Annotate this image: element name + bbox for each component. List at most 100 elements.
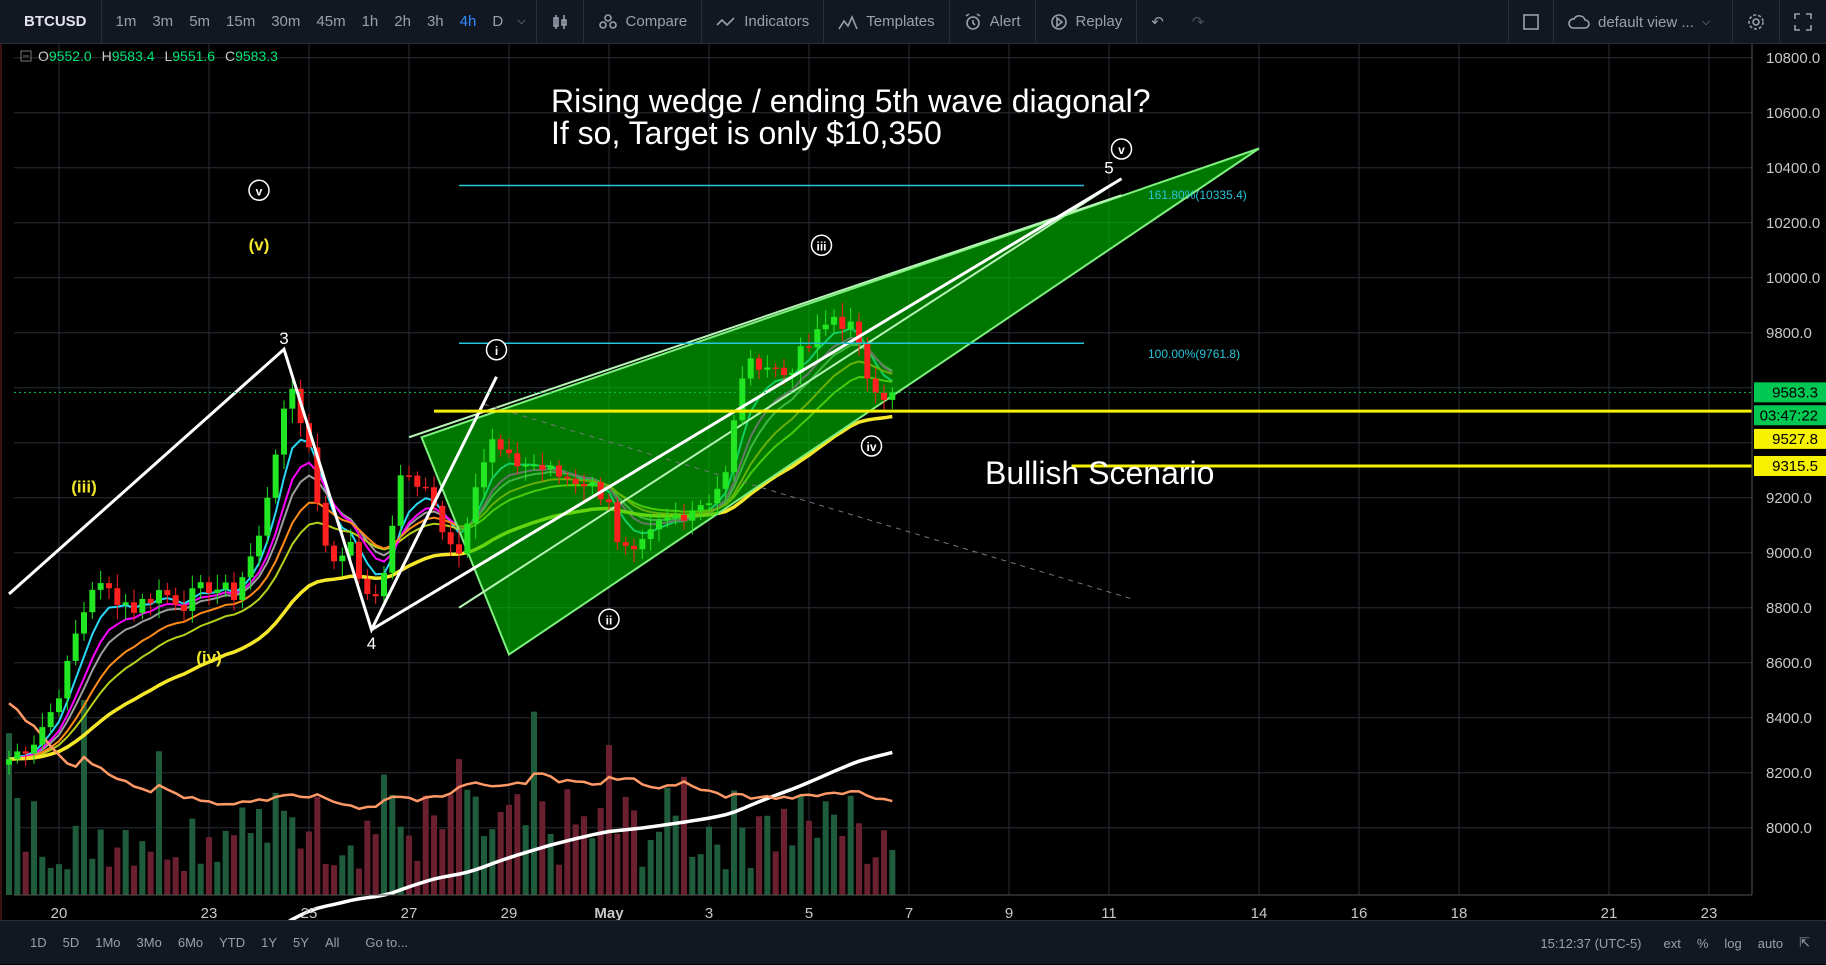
dashed-trendline	[483, 403, 1135, 600]
timeframe-4h[interactable]: 4h	[459, 13, 477, 30]
indicators-button[interactable]: Indicators	[701, 0, 823, 44]
candle-body	[114, 588, 121, 605]
chevron-down-icon[interactable]: ⌵	[517, 15, 526, 27]
range-1Y[interactable]: 1Y	[261, 935, 278, 950]
volume-bar	[89, 858, 96, 895]
open-value: 9552.0	[49, 48, 92, 64]
wave-label: (iii)	[71, 477, 97, 496]
timeframe-3h[interactable]: 3h	[426, 13, 444, 30]
candle-body	[422, 486, 429, 489]
redo-button[interactable]: ↷	[1178, 0, 1219, 44]
volume-bar	[331, 865, 337, 895]
wave-label: 5	[1104, 158, 1113, 177]
candle-body	[456, 544, 462, 554]
range-1Mo[interactable]: 1Mo	[95, 935, 121, 950]
candle-body	[797, 346, 804, 373]
compare-button[interactable]: Compare	[582, 0, 702, 44]
goto-button[interactable]: Go to...	[365, 935, 409, 950]
volume-bar	[456, 759, 462, 895]
timeframe-1m[interactable]: 1m	[115, 13, 137, 30]
percent-button[interactable]: %	[1696, 935, 1709, 951]
replay-button[interactable]: Replay	[1034, 0, 1137, 44]
expand-icon[interactable]: ⇱	[1799, 935, 1810, 950]
volume-bar	[372, 834, 379, 895]
timeframe-45m[interactable]: 45m	[316, 13, 346, 30]
candle-body	[347, 541, 354, 556]
volume-bar	[189, 818, 196, 895]
drawing-overlays	[8, 177, 1752, 634]
volume-bar	[122, 829, 129, 895]
maximize-button[interactable]	[1779, 0, 1826, 44]
close-key: C	[225, 48, 235, 64]
templates-button[interactable]: Templates	[823, 0, 948, 44]
volume-bar	[431, 815, 437, 895]
candle-body	[406, 475, 412, 477]
volume-bar	[31, 801, 37, 895]
candle-body	[106, 583, 112, 589]
x-tick-1: 23	[201, 905, 218, 920]
volume-bar	[664, 787, 671, 895]
volume-bar	[556, 864, 562, 895]
timeframe-3m[interactable]: 3m	[152, 13, 174, 30]
volume-bar	[164, 859, 171, 895]
volume-bar	[689, 856, 696, 895]
range-1D[interactable]: 1D	[30, 935, 47, 950]
alert-button[interactable]: Alert	[948, 0, 1035, 44]
low-key: L	[164, 48, 172, 64]
volume-bar	[647, 840, 654, 895]
settings-button[interactable]	[1732, 0, 1779, 44]
range-YTD[interactable]: YTD	[219, 935, 246, 950]
timeframe-15m[interactable]: 15m	[226, 13, 256, 30]
indicators-icon	[716, 16, 735, 26]
range-All[interactable]: All	[324, 935, 340, 950]
volume-ma-line	[8, 702, 893, 811]
volume-bar	[781, 808, 787, 895]
candle-body	[839, 316, 846, 329]
ext-button[interactable]: ext	[1663, 935, 1681, 951]
layout-menu[interactable]: default view ... ⌵	[1553, 0, 1732, 44]
volume-bar	[356, 868, 362, 895]
chart-style-button[interactable]	[535, 0, 583, 44]
volume-bar	[147, 851, 154, 895]
price-tag-label: 9315.5	[1772, 458, 1818, 475]
volume-bar	[272, 792, 279, 895]
wave-label: (iv)	[196, 648, 222, 667]
undo-button[interactable]: ↶	[1136, 0, 1178, 44]
candle-body	[739, 378, 746, 421]
symbol-search[interactable]: BTCUSD	[0, 0, 102, 44]
timeframe-30m[interactable]: 30m	[271, 13, 301, 30]
timeframe-2h[interactable]: 2h	[394, 13, 411, 30]
volume-bar	[181, 870, 187, 895]
timeframe-1h[interactable]: 1h	[361, 13, 379, 30]
range-5D[interactable]: 5D	[62, 935, 80, 950]
candle-body	[622, 542, 629, 546]
candle-body	[647, 529, 654, 540]
y-tick-14: 10800.0	[1766, 50, 1820, 67]
timeframe-5m[interactable]: 5m	[189, 13, 211, 30]
range-5Y[interactable]: 5Y	[293, 935, 309, 950]
candle-body	[822, 324, 829, 330]
volume-bar	[106, 866, 112, 895]
candle-body	[131, 602, 137, 613]
auto-button[interactable]: auto	[1757, 935, 1784, 951]
volume-bar	[439, 829, 446, 895]
time-axis[interactable]: 20 23 25 27 29 May 3 5 7 9 11 14 16 18 21 23	[14, 894, 1752, 920]
volume-bar	[606, 745, 612, 895]
log-button[interactable]: log	[1724, 935, 1742, 951]
collapse-icon[interactable]	[20, 50, 32, 62]
range-3Mo[interactable]: 3Mo	[136, 935, 162, 950]
candle-body	[172, 595, 179, 605]
y-tick-5: 9000.0	[1766, 545, 1812, 562]
compare-label: Compare	[625, 13, 688, 30]
timeframe-D[interactable]: D	[492, 13, 504, 30]
volume-bar	[614, 833, 621, 895]
candle-body	[64, 660, 71, 699]
clock[interactable]: 15:12:37 (UTC-5)	[1540, 935, 1642, 951]
candle-body	[864, 342, 871, 379]
y-tick-12: 10400.0	[1766, 160, 1820, 177]
candle-body	[489, 439, 496, 463]
fullscreen-toggle[interactable]	[1508, 0, 1553, 44]
range-6Mo[interactable]: 6Mo	[177, 935, 204, 950]
volume-bar	[772, 851, 779, 895]
